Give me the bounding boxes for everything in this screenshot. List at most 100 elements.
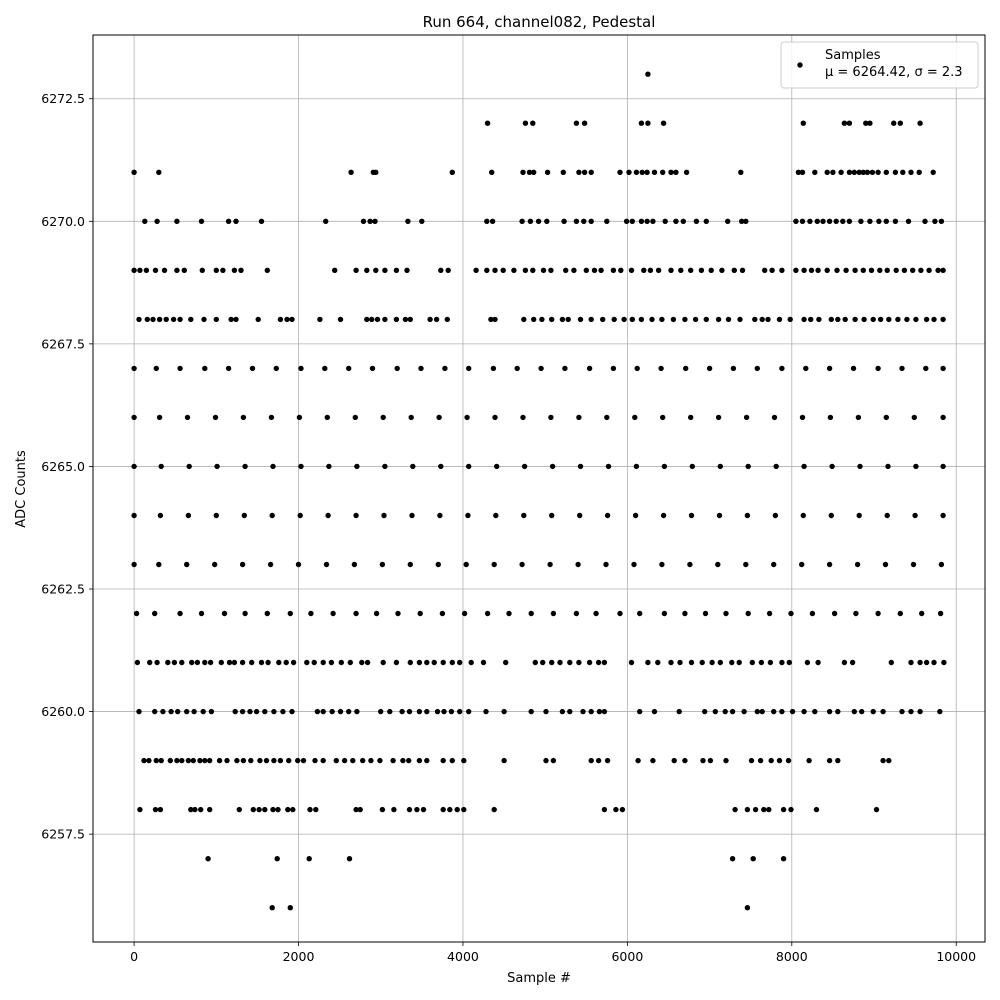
data-point (240, 414, 247, 421)
data-point (248, 757, 254, 764)
data-point (897, 610, 903, 617)
data-point (730, 365, 737, 372)
data-point (940, 414, 946, 421)
data-point (899, 708, 905, 715)
data-point (457, 708, 463, 715)
data-point (628, 659, 635, 666)
data-point (769, 267, 775, 273)
data-point (433, 316, 440, 323)
data-point (369, 365, 376, 372)
data-point (703, 316, 709, 323)
data-point (916, 169, 922, 175)
data-point (771, 561, 777, 568)
data-point (682, 757, 688, 764)
data-point (220, 267, 226, 273)
data-point (752, 316, 758, 323)
data-point (601, 806, 608, 813)
data-point (147, 659, 153, 666)
data-point (314, 708, 321, 715)
data-point (449, 659, 455, 666)
data-point (300, 757, 307, 764)
data-point (632, 512, 639, 519)
data-point (184, 414, 191, 421)
data-point (623, 218, 630, 224)
data-point (174, 218, 180, 224)
data-point (445, 267, 451, 273)
data-point (405, 218, 411, 224)
data-point (439, 610, 446, 617)
data-point (562, 365, 568, 372)
data-point (484, 218, 490, 224)
data-point (420, 806, 427, 813)
data-point (904, 316, 910, 323)
data-point (549, 512, 555, 519)
data-point (250, 806, 256, 813)
data-point (231, 659, 238, 666)
data-point (156, 561, 162, 568)
data-point (779, 659, 785, 666)
data-point (762, 267, 768, 273)
data-point (240, 757, 247, 764)
data-point (333, 757, 339, 764)
data-point (136, 316, 142, 323)
data-point (815, 267, 821, 273)
data-point (793, 267, 799, 273)
x-tick-label: 8000 (776, 949, 808, 964)
data-point (179, 757, 185, 764)
data-point (580, 708, 586, 715)
data-point (788, 806, 794, 813)
data-point (645, 71, 651, 77)
data-point (768, 757, 774, 764)
data-point (639, 169, 645, 175)
data-point (767, 659, 774, 666)
data-point (337, 708, 344, 715)
data-point (851, 708, 857, 715)
data-point (806, 757, 812, 764)
data-point (228, 316, 234, 323)
data-point (799, 561, 805, 568)
data-point (192, 806, 198, 813)
data-point (588, 757, 594, 764)
data-point (859, 708, 865, 715)
data-point (174, 267, 180, 273)
data-point (741, 708, 747, 715)
data-point (337, 316, 344, 323)
data-point (787, 316, 793, 323)
data-point (400, 757, 406, 764)
data-point (468, 659, 474, 666)
data-point (809, 610, 816, 617)
data-point (353, 610, 359, 617)
data-point (626, 169, 632, 175)
data-point (378, 708, 384, 715)
data-point (224, 757, 230, 764)
data-point (506, 610, 512, 617)
data-point (840, 218, 846, 224)
data-point (846, 120, 853, 126)
data-point (379, 806, 386, 813)
data-point (668, 659, 674, 666)
data-point (875, 169, 881, 175)
data-point (595, 659, 602, 666)
data-point (715, 561, 721, 568)
data-point (900, 169, 906, 175)
data-point (550, 757, 557, 764)
data-point (841, 659, 848, 666)
data-point (201, 316, 207, 323)
data-point (601, 659, 608, 666)
y-tick-label: 6272.5 (41, 91, 85, 106)
data-point (766, 806, 772, 813)
data-point (449, 169, 455, 175)
data-point (937, 708, 943, 715)
data-point (876, 218, 882, 224)
data-point (232, 708, 238, 715)
data-point (160, 708, 166, 715)
data-point (913, 463, 919, 470)
data-point (766, 610, 773, 617)
data-point (207, 659, 214, 666)
data-point (827, 414, 834, 421)
data-point (780, 806, 787, 813)
data-point (406, 757, 412, 764)
data-point (387, 708, 393, 715)
data-point (133, 610, 140, 617)
data-point (444, 316, 450, 323)
